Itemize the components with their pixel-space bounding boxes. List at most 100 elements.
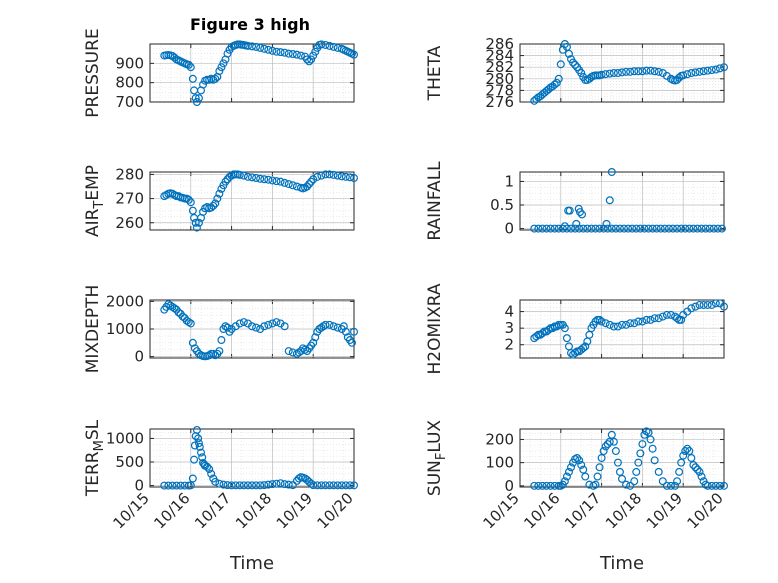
sun_flux-point [597, 454, 606, 463]
sun_flux-point [658, 477, 667, 486]
figure-title: Figure 3 high [190, 15, 310, 34]
sun_flux-ytick-label: 0 [504, 477, 514, 495]
pressure-point [199, 80, 208, 89]
terr_msl-point [264, 480, 273, 489]
sun_flux-point [683, 444, 692, 453]
subplot-h2omixra: 234 H2OMIXRA [425, 283, 728, 375]
rainfall-point [648, 224, 657, 233]
theta-point [719, 63, 728, 72]
sun_flux-point [695, 467, 704, 476]
terr_msl-point [345, 481, 354, 490]
rainfall-point [701, 224, 710, 233]
theta-axes-frame [519, 43, 725, 103]
sun_flux-axes-frame [519, 428, 725, 488]
rainfall-point [607, 224, 616, 233]
pressure-point [243, 41, 252, 50]
h2omixra-point [711, 299, 720, 308]
terr_msl-point [260, 481, 269, 490]
air_temp-point [268, 176, 277, 185]
rainfall-axes-box [519, 171, 725, 231]
terr_msl-point [325, 481, 334, 490]
sun_flux-point [591, 480, 600, 489]
h2omixra-point [630, 319, 639, 328]
rainfall-point [591, 224, 600, 233]
air_temp-point [337, 172, 346, 181]
h2omixra-point [687, 304, 696, 313]
air_temp-point [239, 171, 248, 180]
rainfall-point [583, 224, 592, 233]
terr_msl-axes-frame [149, 428, 355, 488]
sun_flux-point [632, 467, 641, 476]
sun_flux-xtick-label: 10/15 [480, 489, 523, 532]
sun_flux-point [650, 456, 659, 465]
terr_msl-point [272, 479, 281, 488]
air_temp-point [211, 199, 220, 208]
h2omixra-point [662, 310, 671, 319]
air_temp-point [341, 172, 350, 181]
h2omixra-ytick-label: 2 [504, 336, 514, 354]
air_temp-point [350, 174, 359, 183]
sun_flux-point [530, 481, 539, 490]
pressure-point [248, 42, 257, 51]
terr_msl-point [215, 479, 224, 488]
sun_flux-point [630, 477, 639, 486]
theta-point [687, 68, 696, 77]
sun_flux-point [595, 463, 604, 472]
h2omixra-point [548, 324, 557, 333]
mixdepth-point [339, 322, 348, 331]
pressure-point [219, 59, 228, 68]
mixdepth-point [252, 323, 261, 332]
rainfall-point [652, 224, 661, 233]
rainfall-point [685, 224, 694, 233]
rainfall-point [697, 224, 706, 233]
pressure-point [192, 97, 201, 106]
h2omixra-point [650, 314, 659, 323]
sun_flux-point [685, 447, 694, 456]
rainfall-point [660, 224, 669, 233]
mixdepth-point [211, 351, 220, 360]
air_temp-point [303, 182, 312, 191]
pressure-point [329, 42, 338, 51]
terr_msl-point [190, 441, 199, 450]
rainfall-point [530, 224, 539, 233]
terr_msl-point [194, 434, 203, 443]
sun_flux-xtick-label: 10/18 [602, 489, 645, 532]
rainfall-point [624, 224, 633, 233]
sun_flux-point [626, 481, 635, 490]
pressure-point [288, 50, 297, 59]
mixdepth-point [178, 312, 187, 321]
h2omixra-point [571, 349, 580, 358]
mixdepth-ytick-label: 1000 [106, 320, 144, 338]
theta-ytick-label: 276 [485, 93, 514, 111]
terr_msl-ylabel: TERRMSL [83, 419, 107, 497]
mixdepth-point [188, 338, 197, 347]
terr_msl-point [280, 480, 289, 489]
theta-point [675, 73, 684, 82]
mixdepth-point [170, 304, 179, 313]
h2omixra-point [609, 322, 618, 331]
rainfall-point [607, 168, 616, 177]
air_temp-ylabel: AIRTEMP [83, 165, 107, 237]
air_temp-point [209, 201, 218, 210]
mixdepth-ytick-label: 2000 [106, 292, 144, 310]
sun_flux-point [715, 481, 724, 490]
air_temp-point [184, 195, 193, 204]
theta-ytick-label: 286 [485, 35, 514, 53]
terr_msl-xtick-label: 10/17 [191, 489, 234, 532]
air_temp-point [313, 172, 322, 181]
terr_msl-point [160, 481, 169, 490]
air_temp-axes-frame [149, 171, 355, 231]
pressure-point [296, 51, 305, 60]
terr_msl-point [288, 481, 297, 490]
terr_msl-point [309, 481, 318, 490]
sun_flux-xlabel: Time [599, 553, 644, 574]
rainfall-point [705, 224, 714, 233]
air_temp-point [345, 173, 354, 182]
pressure-point [307, 55, 316, 64]
sun_flux-point [560, 477, 569, 486]
theta-point [679, 71, 688, 80]
terr_msl-point [235, 481, 244, 490]
rainfall-point [560, 222, 569, 231]
